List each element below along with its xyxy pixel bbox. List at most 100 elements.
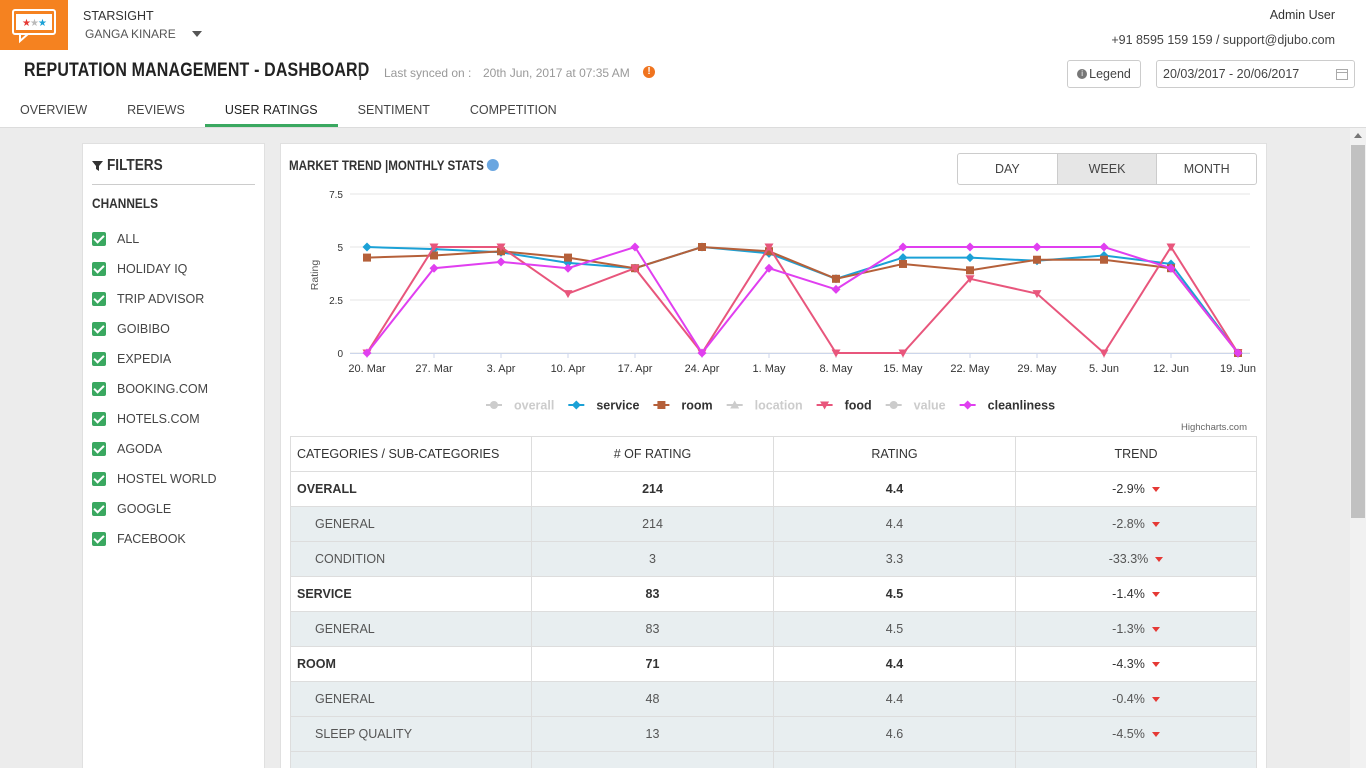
legend-item[interactable]: overall [486, 399, 554, 413]
y-tick-label: 2.5 [329, 296, 343, 307]
table-cell: 48 [531, 681, 774, 717]
channel-option[interactable]: HOTELS.COM [92, 411, 200, 427]
channel-option[interactable]: BOOKING.COM [92, 381, 208, 397]
checkbox[interactable] [92, 352, 106, 366]
data-point [429, 243, 439, 252]
x-tick-label: 3. Apr [487, 363, 516, 375]
chart-credit[interactable]: Highcharts.com [1181, 422, 1247, 433]
table-cell [1015, 751, 1257, 768]
channel-option[interactable]: EXPEDIA [92, 351, 171, 367]
cell-text: 4.4 [885, 482, 904, 496]
property-select[interactable]: GANGA KINARE [85, 27, 202, 41]
series-line [366, 245, 1239, 355]
dropdown-caret [191, 31, 202, 37]
legend-item[interactable]: value [885, 399, 946, 413]
data-point [1166, 243, 1176, 252]
legend-item[interactable]: food [816, 399, 872, 413]
table-cell: -2.8% [1015, 506, 1257, 542]
trend-down-icon [1155, 557, 1164, 562]
table-row: CONDITION 3 3.3 -33.3% [290, 541, 1257, 577]
table-cell: 83 [531, 576, 774, 612]
legend-item[interactable]: cleanliness [959, 399, 1055, 413]
channel-option[interactable]: HOSTEL WORLD [92, 471, 217, 487]
data-point [630, 264, 640, 273]
cell-text: 13 [645, 727, 660, 741]
checkbox[interactable] [92, 292, 106, 306]
date-range-input[interactable]: 20/03/2017 - 20/06/2017 [1156, 60, 1355, 88]
table-cell: 83 [531, 611, 774, 647]
data-point [1032, 242, 1042, 252]
legend-label: location [755, 399, 803, 413]
cell-text: ROOM [297, 657, 336, 671]
channel-option[interactable]: FACEBOOK [92, 531, 186, 547]
trend-down-icon [1151, 522, 1160, 527]
data-point [965, 275, 975, 284]
cell-text: 3.3 [885, 552, 904, 566]
channel-option[interactable]: GOIBIBO [92, 321, 170, 337]
legend-item[interactable]: room [653, 399, 713, 413]
tab[interactable]: SENTIMENT [357, 103, 430, 117]
info-icon[interactable]: ! [643, 66, 655, 78]
tab[interactable]: COMPETITION [469, 103, 557, 117]
range-button[interactable]: MONTH [1156, 154, 1256, 184]
checkbox[interactable] [92, 442, 106, 456]
data-point [430, 251, 438, 260]
checkbox[interactable] [92, 262, 106, 276]
trend-down-icon [1151, 697, 1160, 702]
table-cell: ROOM [290, 646, 532, 682]
legend-item[interactable]: location [726, 399, 803, 413]
x-tick-label: 8. May [819, 363, 853, 375]
scrollbar-thumb[interactable] [1351, 145, 1365, 518]
checkbox[interactable] [92, 472, 106, 486]
svg-text:★: ★ [22, 18, 31, 29]
cell-text: 71 [645, 657, 660, 671]
legend-marker [820, 401, 830, 410]
channel-option[interactable]: ALL [92, 231, 139, 247]
filters-panel [82, 143, 265, 768]
cell-text: GENERAL [315, 517, 375, 531]
channel-option[interactable]: TRIP ADVISOR [92, 291, 204, 307]
x-tick-label: 22. May [950, 363, 990, 375]
cell-text: GENERAL [315, 692, 375, 706]
channel-option[interactable]: HOLIDAY IQ [92, 261, 187, 277]
filter-icon [92, 161, 103, 171]
data-point [362, 348, 372, 358]
range-button[interactable]: DAY [994, 162, 1020, 176]
table-cell: 13 [531, 716, 774, 752]
legend-button[interactable]: i Legend [1067, 60, 1141, 88]
table-row: OVERALL 214 4.4 -2.9% [290, 471, 1257, 507]
column-header: RATING [773, 436, 1016, 472]
range-button[interactable]: WEEK [1056, 154, 1157, 184]
checkbox[interactable] [92, 382, 106, 396]
checkbox[interactable] [92, 232, 106, 246]
tab[interactable]: REVIEWS [127, 103, 185, 117]
tab[interactable]: OVERVIEW [20, 103, 88, 117]
checkbox[interactable] [92, 532, 106, 546]
data-point [697, 348, 707, 358]
legend-item[interactable]: service [568, 399, 639, 413]
checkbox[interactable] [92, 412, 106, 426]
info-icon[interactable] [486, 159, 499, 171]
user-name[interactable]: Admin User [1269, 8, 1335, 22]
data-point [1099, 250, 1109, 260]
cell-text: 214 [642, 517, 663, 531]
channel-option[interactable]: AGODA [92, 441, 162, 457]
table-cell: -33.3% [1015, 541, 1257, 577]
legend-label: cleanliness [988, 399, 1055, 413]
logo[interactable]: ★ ★ ★ [0, 0, 68, 50]
trend-down-icon [1151, 627, 1160, 632]
tab-bar: OVERVIEW REVIEWS USER RATINGS SENTIMENT COMP… [0, 95, 577, 127]
scroll-up-arrow[interactable] [1354, 133, 1362, 138]
trend-value: -4.3% [1112, 657, 1145, 671]
tab[interactable]: USER RATINGS [204, 95, 338, 127]
checkbox[interactable] [92, 322, 106, 336]
data-point [966, 266, 974, 275]
trend-value: -1.4% [1112, 587, 1145, 601]
brand: STARSIGHT [83, 9, 154, 23]
data-point [1100, 255, 1108, 264]
data-point [899, 259, 907, 268]
channel-option[interactable]: GOOGLE [92, 501, 171, 517]
checkbox[interactable] [92, 502, 106, 516]
channel-label: HOLIDAY IQ [117, 262, 188, 276]
cell-text: 4.6 [885, 727, 904, 741]
